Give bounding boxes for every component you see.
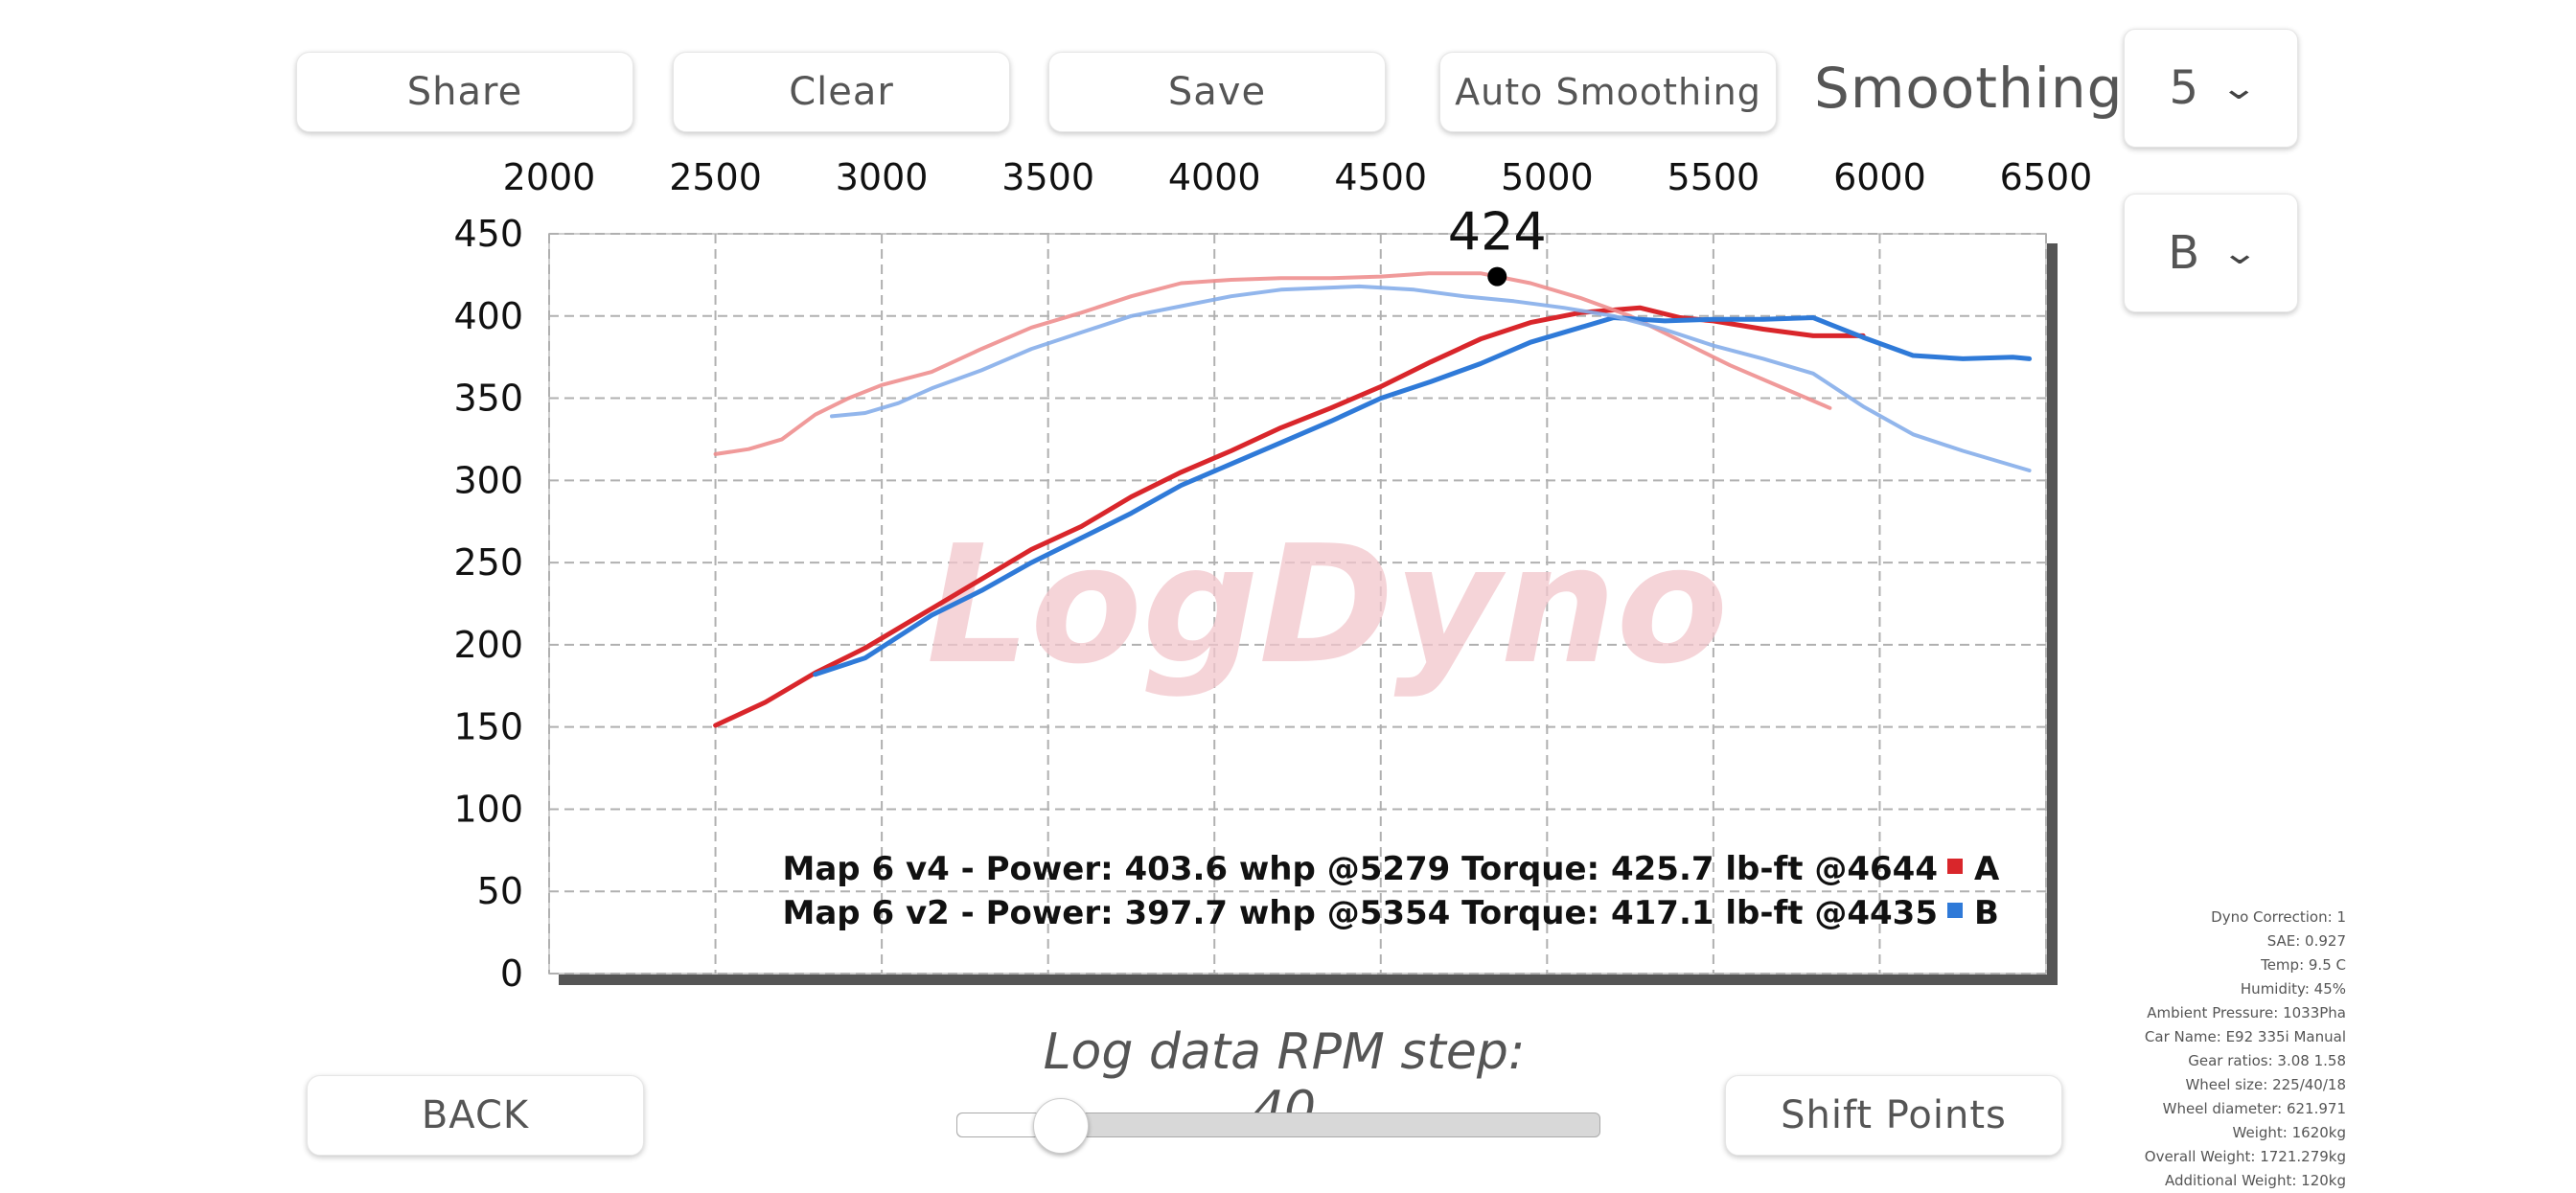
run-select-value: B — [2168, 226, 2200, 280]
series-a-power-line — [713, 305, 1866, 728]
x-tick-label: 4500 — [1334, 156, 1427, 198]
plot-shadow-bottom — [559, 974, 2058, 985]
y-tick-label: 450 — [453, 213, 523, 255]
legend-tag: B — [1974, 894, 1999, 932]
x-tick-label: 2500 — [669, 156, 762, 198]
y-tick-label: 300 — [453, 459, 523, 501]
run-select[interactable]: B ⌄ — [2124, 194, 2298, 312]
plot-area — [548, 233, 2047, 975]
back-button[interactable]: BACK — [307, 1075, 644, 1156]
x-tick-label: 6500 — [2000, 156, 2093, 198]
x-tick-label: 4000 — [1168, 156, 1261, 198]
legend-swatch — [1947, 859, 1963, 874]
dyno-info-line: Dyno Correction: 1 — [2211, 908, 2346, 926]
legend-swatch — [1947, 903, 1963, 918]
series-a-torque-line — [713, 271, 1832, 456]
save-button[interactable]: Save — [1048, 52, 1386, 132]
legend-tag: A — [1974, 850, 2000, 888]
auto-smoothing-button[interactable]: Auto Smoothing — [1439, 52, 1777, 132]
dyno-info-line: Wheel diameter: 621.971 — [2162, 1100, 2346, 1117]
y-tick-label: 150 — [453, 706, 523, 748]
x-tick-label: 5000 — [1501, 156, 1594, 198]
y-tick-label: 0 — [500, 952, 523, 995]
legend-entry-text: Map 6 v2 - Power: 397.7 whp @5354 Torque… — [783, 894, 1938, 932]
chevron-down-icon: ⌄ — [2220, 69, 2259, 107]
dyno-info-line: Wheel size: 225/40/18 — [2185, 1076, 2346, 1093]
x-tick-label: 2000 — [503, 156, 596, 198]
clear-button[interactable]: Clear — [673, 52, 1010, 132]
y-tick-label: 350 — [453, 378, 523, 420]
y-tick-label: 50 — [477, 870, 523, 912]
dyno-info-line: Overall Weight: 1721.279kg — [2144, 1148, 2346, 1165]
y-tick-label: 250 — [453, 541, 523, 584]
cursor-point — [1487, 266, 1507, 287]
dyno-info-panel: Dyno Correction: 1 SAE: 0.927 Temp: 9.5 C H… — [2145, 906, 2346, 1193]
shift-points-button[interactable]: Shift Points — [1725, 1075, 2062, 1156]
share-button[interactable]: Share — [296, 52, 633, 132]
x-tick-label: 3000 — [836, 156, 929, 198]
series-b-power-line — [813, 315, 2033, 677]
smoothing-label: Smoothing: — [1814, 56, 2144, 121]
y-tick-label: 400 — [453, 295, 523, 337]
plot-shadow-right — [2046, 243, 2058, 985]
cursor-value-label: 424 — [1448, 202, 1547, 263]
dyno-info-line: SAE: 0.927 — [2266, 932, 2346, 950]
y-tick-label: 100 — [453, 788, 523, 830]
x-tick-label: 5500 — [1668, 156, 1760, 198]
dyno-info-line: Weight: 1620kg — [2232, 1124, 2346, 1141]
dyno-info-line: Temp: 9.5 C — [2261, 956, 2346, 974]
dyno-info-line: Humidity: 45% — [2240, 980, 2346, 998]
chevron-down-icon: ⌄ — [2220, 234, 2260, 272]
dyno-info-line: Additional Weight: 120kg — [2165, 1172, 2346, 1189]
x-tick-label: 3500 — [1001, 156, 1094, 198]
dyno-info-line: Gear ratios: 3.08 1.58 — [2188, 1052, 2346, 1069]
slider-thumb[interactable] — [1033, 1098, 1090, 1154]
y-tick-label: 200 — [453, 624, 523, 666]
series-b-torque-line — [830, 284, 2032, 472]
dyno-info-line: Car Name: E92 335i Manual — [2144, 1028, 2346, 1045]
smoothing-select[interactable]: 5 ⌄ — [2124, 29, 2298, 148]
x-tick-label: 6000 — [1833, 156, 1926, 198]
smoothing-value: 5 — [2169, 61, 2199, 115]
legend-entry-text: Map 6 v4 - Power: 403.6 whp @5279 Torque… — [783, 850, 1938, 888]
watermark: LogDyno — [927, 511, 1729, 700]
dyno-info-line: Ambient Pressure: 1033Pha — [2147, 1004, 2346, 1021]
rpm-step-slider[interactable] — [956, 1098, 1600, 1154]
